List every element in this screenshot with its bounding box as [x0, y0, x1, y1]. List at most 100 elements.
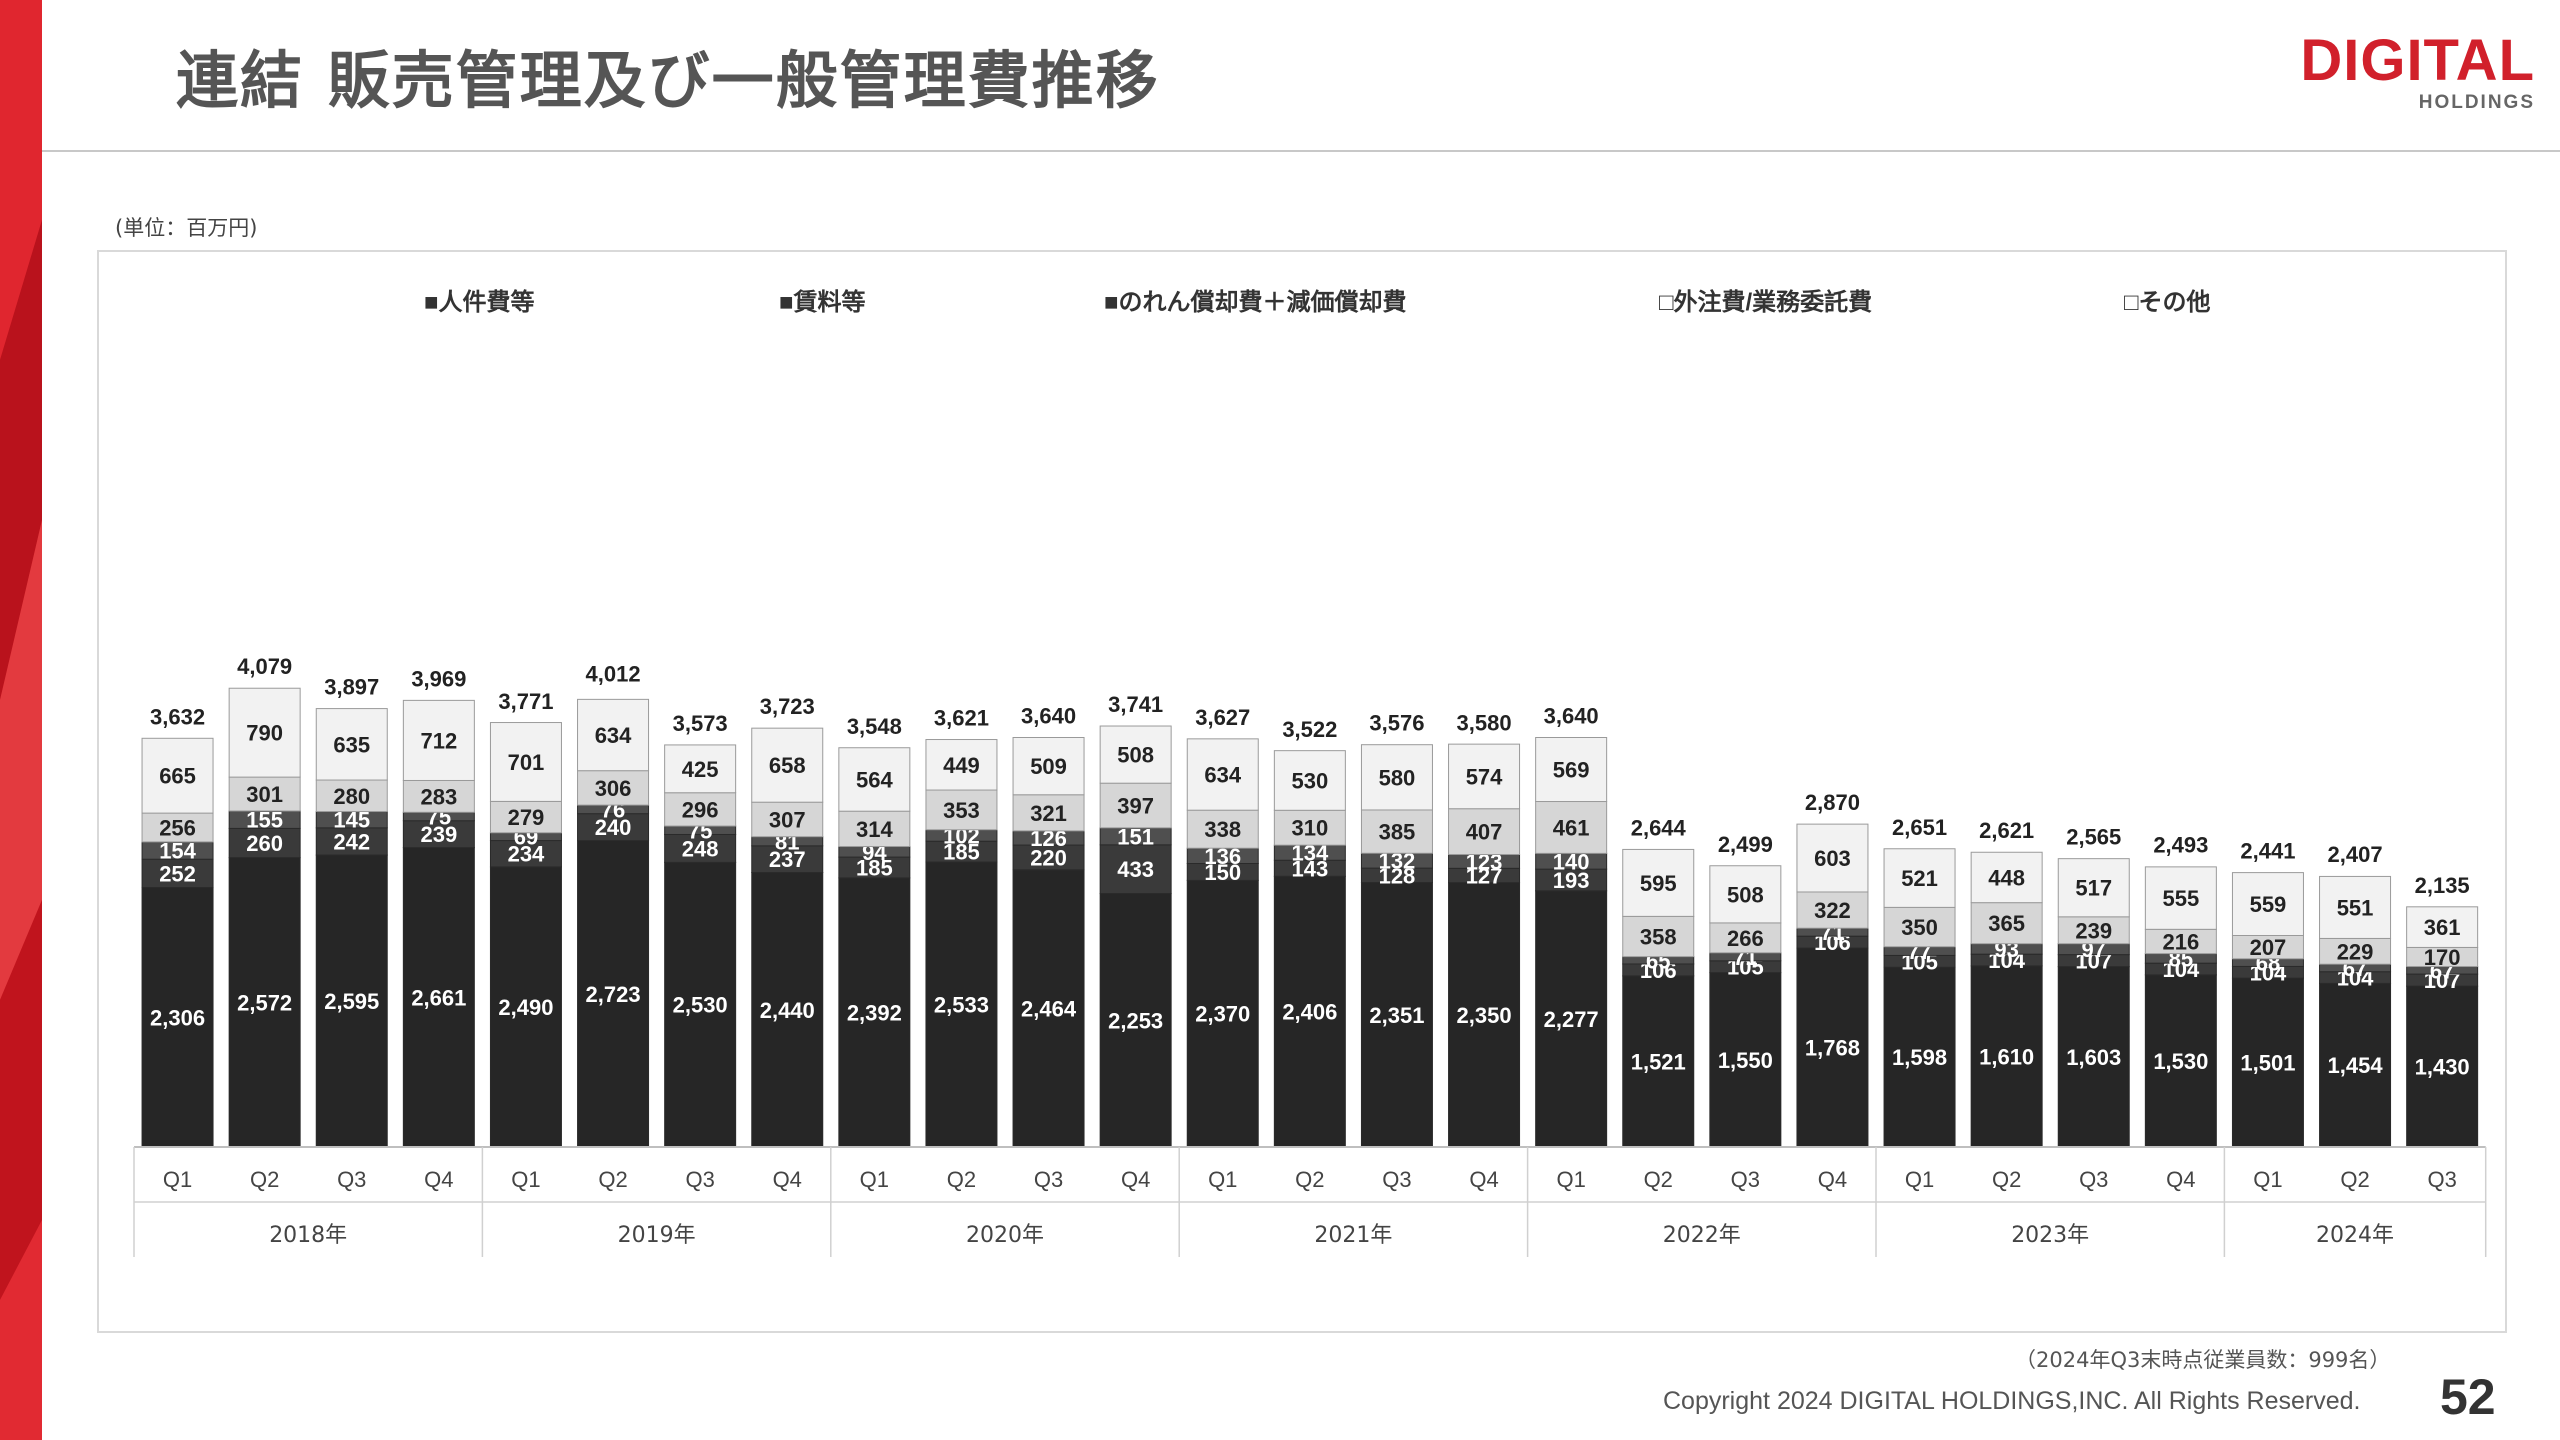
employee-count-footnote: （2024年Q3末時点従業員数：999名） [2015, 1348, 2391, 1372]
bar-segment [2057, 966, 2130, 1148]
bar-segment [577, 770, 650, 806]
segment-data-label: 260 [246, 831, 283, 856]
bar-segment [489, 840, 562, 868]
bar-segment [1622, 915, 1695, 958]
bar-segment [838, 810, 911, 848]
year-label: 2020年 [966, 1223, 1044, 1248]
legend-item: ■賃料等 [779, 288, 866, 316]
total-data-label: 2,407 [2328, 842, 2383, 867]
bar-segment [228, 776, 301, 812]
segment-data-label: 2,533 [934, 993, 989, 1018]
bar-segment [1360, 882, 1433, 1148]
x-tick-label: Q1 [511, 1167, 540, 1192]
segment-data-label: 521 [1901, 866, 1938, 891]
segment-data-label: 564 [856, 767, 893, 792]
segment-data-label: 635 [333, 732, 370, 757]
segment-data-label: 449 [943, 753, 980, 778]
segment-data-label: 1,530 [2153, 1049, 2208, 1074]
bar-segment [1099, 844, 1172, 895]
bar-segment [1883, 966, 1956, 1148]
segment-data-label: 365 [1988, 911, 2025, 936]
segment-data-label: 569 [1553, 758, 1590, 783]
segment-data-label: 307 [769, 807, 806, 832]
x-tick-label: Q3 [685, 1167, 714, 1192]
bar-segment [1099, 782, 1172, 829]
total-data-label: 2,493 [2153, 833, 2208, 858]
segment-data-label: 2,572 [237, 990, 292, 1015]
year-label: 2023年 [2011, 1223, 2089, 1248]
segment-data-label: 1,454 [2328, 1053, 2384, 1078]
bar-segment [751, 872, 824, 1148]
segment-data-label: 603 [1814, 846, 1851, 871]
x-tick-label: Q2 [1644, 1167, 1673, 1192]
bar-segment [925, 789, 998, 831]
x-tick-label: Q1 [1556, 1167, 1585, 1192]
segment-data-label: 266 [1727, 926, 1764, 951]
bar-segment [751, 801, 824, 838]
segment-data-label: 1,603 [2066, 1045, 2121, 1070]
x-tick-label: Q1 [2253, 1167, 2282, 1192]
total-data-label: 3,522 [1282, 717, 1337, 742]
bar-segment [1099, 893, 1172, 1148]
bar-segment [1273, 809, 1346, 846]
bar-segment [1012, 737, 1085, 796]
bar-segment [2406, 985, 2479, 1148]
segment-data-label: 306 [595, 776, 632, 801]
segment-data-label: 170 [2424, 945, 2461, 970]
segment-data-label: 283 [420, 784, 457, 809]
segment-data-label: 240 [595, 815, 632, 840]
x-tick-label: Q3 [1034, 1167, 1063, 1192]
segment-data-label: 234 [508, 842, 545, 867]
bar-segment [1535, 737, 1608, 803]
year-label: 2022年 [1663, 1223, 1741, 1248]
segment-data-label: 207 [2250, 935, 2287, 960]
x-tick-label: Q3 [1382, 1167, 1411, 1192]
bar-segment [1883, 848, 1956, 908]
logo-subtitle: HOLDINGS [2418, 92, 2535, 113]
year-label: 2024年 [2316, 1223, 2394, 1248]
bar-segment [141, 812, 214, 843]
bar-segment [838, 877, 911, 1148]
bar-segment [1796, 823, 1869, 893]
segment-data-label: 338 [1204, 817, 1241, 842]
segment-data-label: 2,253 [1108, 1008, 1163, 1033]
bar-segment [1796, 891, 1869, 929]
bar-segment [1622, 848, 1695, 917]
segment-data-label: 574 [1466, 764, 1503, 789]
x-tick-label: Q4 [1469, 1167, 1498, 1192]
segment-data-label: 508 [1117, 743, 1154, 768]
segment-data-label: 701 [508, 750, 545, 775]
legend-item: ■のれん償却費＋減価償却費 [1104, 289, 1407, 316]
bar-segment [315, 779, 388, 813]
bar-segment [489, 722, 562, 802]
x-tick-label: Q2 [598, 1167, 627, 1192]
segment-data-label: 2,392 [847, 1000, 902, 1025]
total-data-label: 2,644 [1631, 816, 1687, 841]
segment-data-label: 461 [1553, 815, 1590, 840]
total-data-label: 3,771 [498, 689, 553, 714]
segment-data-label: 154 [159, 839, 196, 864]
total-data-label: 3,580 [1457, 710, 1512, 735]
segment-data-label: 2,595 [324, 989, 379, 1014]
segment-data-label: 1,610 [1979, 1044, 2034, 1069]
x-tick-label: Q4 [1121, 1167, 1150, 1192]
segment-data-label: 279 [508, 805, 545, 830]
segment-data-label: 1,598 [1892, 1045, 1947, 1070]
logo-wordmark: DIGITAL [2300, 28, 2535, 93]
bar-segment [1186, 879, 1259, 1148]
segment-data-label: 1,768 [1805, 1036, 1860, 1061]
segment-data-label: 508 [1727, 882, 1764, 907]
segment-data-label: 2,661 [411, 985, 466, 1010]
segment-data-label: 239 [420, 822, 457, 847]
segment-data-label: 248 [682, 836, 719, 861]
segment-data-label: 2,440 [760, 998, 815, 1023]
segment-data-label: 407 [1466, 820, 1503, 845]
bar-segment [577, 813, 650, 842]
segment-data-label: 580 [1379, 765, 1416, 790]
bar-segment [228, 857, 301, 1148]
legend-item: ■人件費等 [424, 288, 535, 316]
bar-segment [228, 827, 301, 859]
total-data-label: 2,135 [2415, 873, 2470, 898]
total-data-label: 2,441 [2240, 838, 2295, 863]
chart-panel: ■人件費等 ■賃料等 ■のれん償却費＋減価償却費 □外注費/業務委託費 □その他 2,30… [97, 250, 2507, 1333]
